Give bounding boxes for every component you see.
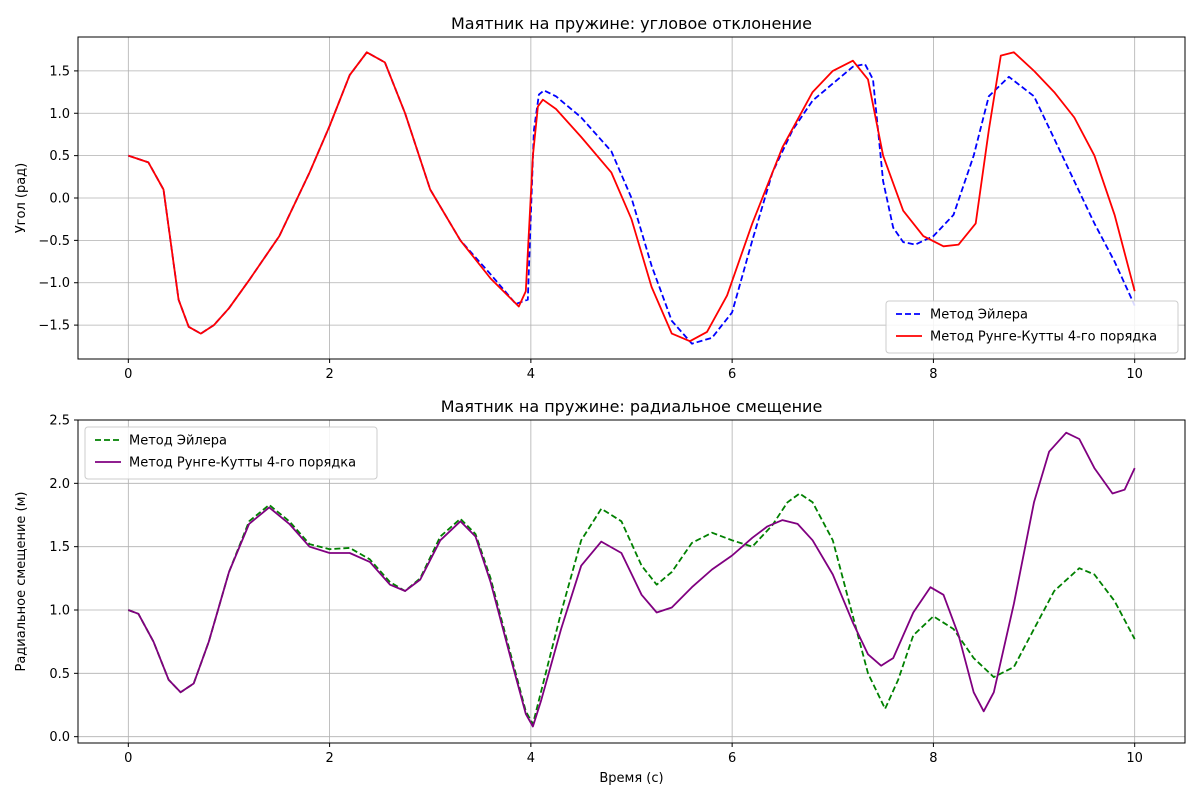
legend-box <box>84 426 378 480</box>
y-tick-label: −1.0 <box>38 276 70 291</box>
x-tick-label: 2 <box>325 367 333 382</box>
y-tick-label: 1.5 <box>49 540 70 555</box>
x-tick-label: 2 <box>325 751 333 766</box>
y-tick-label: 0.5 <box>49 149 70 164</box>
x-tick-label: 10 <box>1126 367 1143 382</box>
axes-frame <box>77 419 1186 744</box>
x-tick-label: 8 <box>929 751 937 766</box>
x-tick-label: 0 <box>124 367 132 382</box>
panel-angular-deflection: 0 2 4 6 8 10 −1.5 −1.0 −0.5 0.0 0.5 1.0 1.5 Маятник н… <box>14 14 1186 382</box>
x-tick-label: 0 <box>124 751 132 766</box>
x-tick-label: 6 <box>728 367 736 382</box>
y-tick-label: 2.0 <box>49 477 70 492</box>
x-tick-label: 6 <box>728 751 736 766</box>
x-tick-label: 10 <box>1126 751 1143 766</box>
legend-label-0: Метод Эйлера <box>930 308 1028 323</box>
y-axis-label: Угол (рад) <box>14 163 29 234</box>
legend-label-1: Метод Рунге-Кутты 4-го порядка <box>129 456 356 471</box>
y-tick-label: 0.5 <box>49 667 70 682</box>
legend: Метод Эйлера Метод Рунге-Кутты 4-го поряд… <box>885 300 1179 354</box>
legend-label-1: Метод Рунге-Кутты 4-го порядка <box>930 330 1157 345</box>
y-tick-label: 2.5 <box>49 414 70 429</box>
chart-title: Маятник на пружине: угловое отклонение <box>451 14 812 33</box>
x-tick-label: 8 <box>929 367 937 382</box>
y-tick-label: 1.0 <box>49 107 70 122</box>
y-tick-label: 1.5 <box>49 64 70 79</box>
y-axis-label: Радиальное смещение (м) <box>14 492 29 672</box>
y-tick-label: 1.0 <box>49 604 70 619</box>
x-axis-label: Время (с) <box>599 771 663 786</box>
y-tick-label: −0.5 <box>38 234 70 249</box>
x-tick-label: 4 <box>527 751 535 766</box>
series-line-0 <box>127 492 1136 725</box>
y-tick-label: −1.5 <box>38 319 70 334</box>
series-line-1 <box>127 431 1136 728</box>
chart-title: Маятник на пружине: радиальное смещение <box>441 397 823 416</box>
panel-radial-displacement: 0 2 4 6 8 10 0.0 0.5 1.0 1.5 2.0 2.5 Маятник на пруж… <box>14 397 1186 786</box>
x-tick-label: 4 <box>527 367 535 382</box>
legend-box <box>885 300 1179 354</box>
series-line-1 <box>128 51 1136 343</box>
y-tick-label: 0.0 <box>49 192 70 207</box>
legend-label-0: Метод Эйлера <box>129 434 227 449</box>
y-tick-label: 0.0 <box>49 730 70 745</box>
legend: Метод Эйлера Метод Рунге-Кутты 4-го поряд… <box>84 426 378 480</box>
